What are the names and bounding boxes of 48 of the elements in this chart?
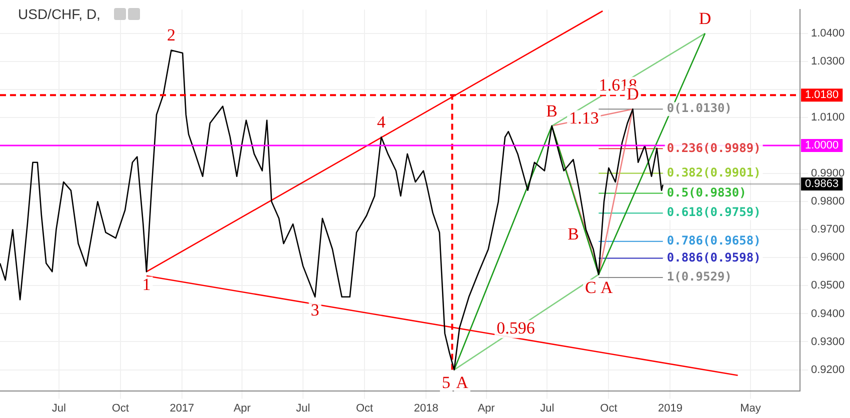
x-tick-label: Oct — [600, 402, 618, 414]
annotation: 0.596 — [496, 318, 535, 338]
x-tick-label: Jul — [296, 402, 310, 414]
y-tick-label: 0.9600 — [811, 252, 845, 264]
series-label: 0.786(0.9658) — [666, 234, 761, 248]
annotation: 1.13 — [569, 108, 599, 128]
annotation: C — [584, 278, 596, 297]
y-tick-label: 0.9400 — [811, 308, 845, 320]
x-tick-label: Oct — [356, 402, 374, 414]
x-tick-label: Jul — [540, 402, 554, 414]
series-label: 0.5(0.9830) — [666, 185, 746, 200]
annotation: B — [546, 101, 558, 120]
annotation: 3 — [310, 300, 320, 320]
x-tick-label: Apr — [234, 402, 252, 414]
ref-line-label: 1.0180 — [805, 89, 839, 102]
annotation: 4 — [377, 112, 386, 132]
annotation: A — [600, 278, 614, 297]
y-tick-label: 1.0400 — [811, 27, 845, 40]
x-tick-label: Oct — [112, 402, 129, 414]
x-tick-label: Apr — [478, 402, 496, 414]
annotation: A — [456, 373, 470, 392]
ref-line-label: 1.0000 — [805, 140, 839, 152]
y-tick-label: 0.9500 — [811, 280, 845, 292]
y-tick-label: 1.0100 — [811, 112, 845, 124]
x-tick-label: 2017 — [170, 402, 194, 414]
x-tick-label: 2019 — [658, 402, 682, 414]
y-tick-label: 1.0300 — [811, 55, 845, 68]
y-tick-label: 0.9300 — [811, 336, 845, 348]
series-label: 0(1.0130) — [666, 101, 732, 116]
series-label: 0.618(0.9759) — [666, 205, 761, 220]
annotation: B — [568, 224, 579, 244]
annotation: 1 — [142, 275, 151, 294]
series-label: 0.886(0.9598) — [666, 250, 761, 264]
series-label: 0.382(0.9901) — [666, 165, 761, 180]
chart-title: USD/CHF, D, — [18, 6, 100, 22]
y-tick-label: 0.9700 — [811, 224, 845, 236]
annotation: D — [698, 8, 712, 28]
x-tick-label: 2018 — [414, 402, 438, 414]
annotation: 2 — [166, 26, 176, 45]
y-tick-label: 0.9900 — [811, 168, 845, 180]
series-label: 0.236(0.9989) — [666, 140, 761, 155]
annotation: 5 — [442, 373, 450, 392]
ref-line-label: 0.9863 — [805, 178, 839, 190]
y-tick-label: 0.9200 — [811, 364, 845, 376]
x-tick-label: Jul — [52, 402, 66, 414]
y-tick-label: 0.9800 — [811, 196, 845, 208]
x-tick-label: May — [740, 402, 762, 414]
series-label: 1(0.9529) — [666, 270, 732, 284]
